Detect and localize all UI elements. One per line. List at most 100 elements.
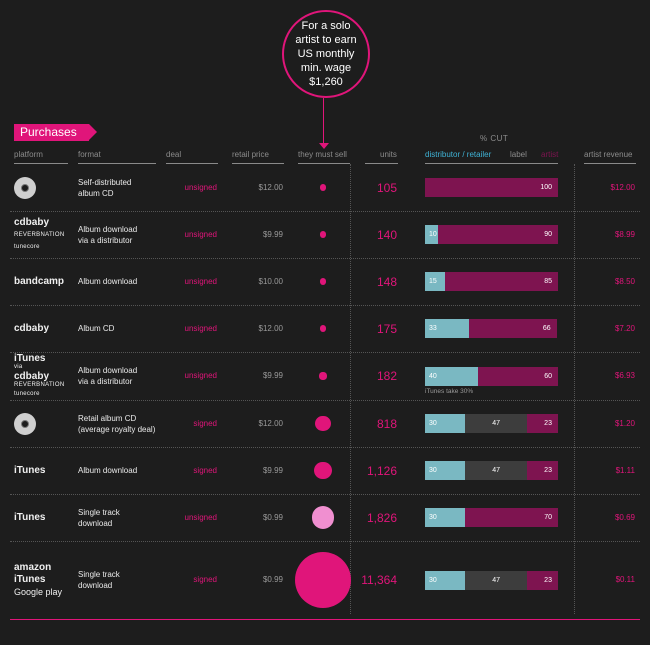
cut-segment-distributor: 10	[425, 225, 439, 244]
cut-segment-distributor: 30	[425, 508, 465, 527]
header-artist: artist	[541, 150, 559, 159]
platform-logo: iTunes	[14, 574, 46, 585]
units-bubble	[311, 506, 335, 529]
deal-status: signed	[193, 418, 217, 428]
header-must-sell: they must sell	[298, 150, 347, 159]
platform-logo: bandcamp	[14, 275, 65, 287]
units-value: 818	[376, 416, 397, 431]
platform-logo: REVERBNATION	[14, 381, 65, 388]
cut-segment-distributor: 30	[425, 414, 465, 433]
header-rule	[14, 163, 68, 164]
units-value: 1,126	[366, 463, 397, 478]
header-rule	[425, 163, 558, 164]
artist-revenue: $7.20	[614, 323, 635, 333]
header-label: label	[510, 150, 527, 159]
cut-segment-artist: 85	[444, 272, 558, 291]
row-separator	[10, 494, 640, 495]
cut-segment-distributor: 30	[425, 570, 465, 590]
platform-logos: iTunes	[14, 465, 45, 477]
percent-cut-label: % CUT	[480, 134, 509, 143]
platform-logo: cdbaby	[14, 216, 50, 228]
callout-arrow-icon	[319, 143, 329, 149]
platform-logo: tunecore	[14, 390, 40, 397]
row-separator	[10, 211, 640, 212]
platform-logo: iTunes	[14, 464, 46, 476]
cut-bar: 30 47 23	[425, 414, 558, 433]
cut-segment-distributor: 40	[425, 366, 479, 386]
row-separator	[10, 447, 640, 448]
format-text: Single track download	[78, 507, 120, 528]
platform-logo: via	[14, 363, 23, 370]
itunes-note: iTunes take 30%	[425, 388, 474, 395]
header-rule	[365, 163, 398, 164]
platform-logo: iTunes	[14, 352, 46, 364]
cut-segment-distributor: 15	[425, 272, 445, 291]
callout-text: For a solo artist to earn US monthly min…	[295, 20, 357, 88]
format-text: Album download	[78, 277, 138, 286]
cut-segment-artist: 70	[464, 508, 558, 527]
cut-segment-artist: 90	[438, 225, 558, 244]
deal-status: unsigned	[184, 323, 217, 333]
units-value: 182	[376, 369, 397, 383]
format-text: Retail album CD (average royalty deal)	[78, 413, 156, 434]
header-rule	[298, 163, 350, 164]
artist-revenue: $8.99	[614, 229, 635, 239]
callout-pointer-line	[323, 98, 324, 144]
format-text: Single track download	[78, 570, 120, 590]
artist-revenue: $0.69	[614, 512, 635, 522]
cd-icon	[14, 412, 36, 435]
units-value: 175	[376, 321, 397, 336]
retail-price: $0.99	[262, 575, 283, 584]
platform-logo: amazon	[14, 562, 52, 573]
units-value: 148	[376, 274, 397, 289]
retail-price: $12.00	[258, 323, 283, 333]
format-text: Album download	[78, 466, 138, 475]
column-divider	[350, 164, 351, 614]
deal-status: unsigned	[184, 229, 217, 239]
purchases-tag: Purchases	[14, 124, 97, 141]
header-units: units	[380, 150, 397, 159]
format-text: Album download via a distributor	[78, 224, 138, 245]
retail-price: $9.99	[262, 465, 283, 475]
artist-revenue: $0.11	[615, 575, 635, 584]
platform-logo: iTunes	[14, 511, 46, 523]
cut-segment-artist: 66	[468, 319, 557, 338]
row-separator	[10, 305, 640, 306]
cut-segment-distributor: 30	[425, 461, 465, 480]
cut-bar: 30 47 23	[425, 461, 558, 480]
cut-segment-label: 47	[464, 461, 528, 480]
platform-logo: Google play	[14, 587, 63, 597]
retail-price: $0.99	[262, 512, 283, 522]
cd-icon	[14, 176, 36, 199]
row-separator	[10, 541, 640, 542]
deal-status: unsigned	[184, 182, 217, 192]
cut-bar: 100	[425, 178, 558, 197]
deal-status: unsigned	[184, 276, 217, 286]
header-deal: deal	[166, 150, 182, 159]
deal-status: signed	[193, 465, 217, 475]
units-value: 11,364	[361, 573, 397, 587]
platform-logos: amazon iTunes Google play	[14, 562, 62, 598]
deal-status: unsigned	[184, 512, 217, 522]
header-distributor: distributor / retailer	[425, 150, 492, 159]
cut-bar: 15 85	[425, 272, 558, 291]
platform-logos: cdbaby	[14, 323, 49, 335]
header-rule	[232, 163, 284, 164]
units-bubble	[314, 461, 332, 480]
cut-segment-artist: 23	[527, 414, 558, 433]
cut-segment-artist: 23	[527, 461, 558, 480]
platform-logo: cdbaby	[14, 370, 50, 382]
units-value: 140	[376, 227, 397, 242]
artist-revenue: $8.50	[614, 276, 635, 286]
units-bubble	[319, 325, 327, 332]
cut-segment-artist: 100	[425, 178, 558, 197]
cut-bar: 30 47 23	[425, 570, 558, 590]
cut-bar: 10 90	[425, 225, 558, 244]
deal-status: unsigned	[184, 371, 217, 380]
cut-segment-label: 47	[464, 414, 528, 433]
platform-logos: iTunes via cdbaby REVERBNATION tunecore	[14, 352, 65, 399]
retail-price: $12.00	[258, 182, 283, 192]
deal-status: signed	[193, 575, 217, 584]
cut-segment-distributor: 33	[425, 319, 469, 338]
minimum-wage-callout: For a solo artist to earn US monthly min…	[282, 10, 370, 98]
